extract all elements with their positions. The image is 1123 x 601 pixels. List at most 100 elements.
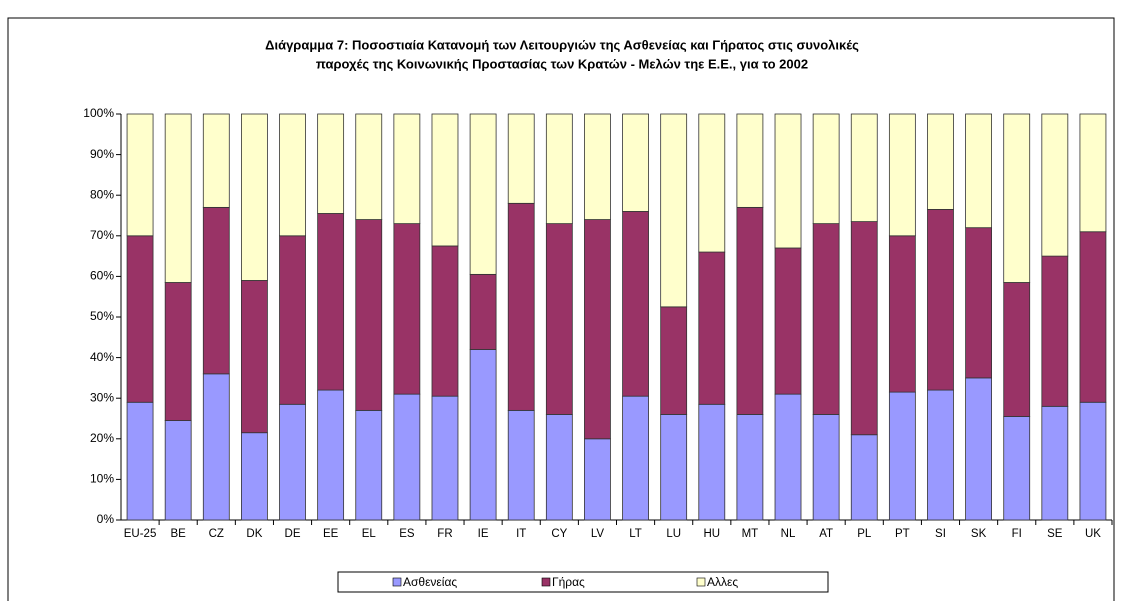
legend-box — [337, 571, 829, 593]
bar-segment — [545, 414, 573, 521]
bar-segment — [965, 377, 992, 521]
bar-segment — [736, 414, 764, 521]
x-tick-label: SK — [971, 528, 987, 540]
x-tick-label: MT — [742, 528, 759, 540]
x-tick-label: FR — [437, 528, 452, 540]
bar-segment — [317, 113, 345, 214]
bar-segment — [164, 113, 192, 283]
bar-segment — [965, 113, 992, 229]
bar-segment — [812, 414, 840, 521]
bar-segment — [698, 113, 726, 253]
bar-segment — [812, 223, 840, 415]
bar-segment — [1041, 255, 1069, 407]
bar-segment — [1041, 113, 1069, 257]
bar-segment — [622, 211, 649, 397]
bar-segment — [584, 113, 611, 220]
bar-segment — [622, 113, 649, 212]
x-tick-label: UK — [1085, 528, 1101, 540]
bar-segment — [927, 113, 954, 210]
x-tick-label: PL — [857, 528, 872, 540]
x-tick-label: SE — [1047, 528, 1063, 540]
x-tick-label: HU — [703, 528, 720, 540]
bar-segment — [736, 113, 764, 208]
bar-segment — [736, 206, 764, 415]
bar-segment — [584, 219, 611, 440]
bar-segment — [927, 209, 954, 391]
x-tick-label: CZ — [209, 528, 224, 540]
x-tick-label: EE — [323, 528, 339, 540]
y-tick-label: 20% — [90, 431, 114, 445]
y-tick-label: 30% — [90, 390, 114, 404]
bar-segment — [279, 403, 306, 521]
legend-label: Ασθενείας — [403, 575, 457, 589]
bar-segment — [355, 219, 383, 411]
y-tick-label: 80% — [90, 187, 114, 201]
x-tick-label: SI — [935, 528, 946, 540]
y-tick-label: 50% — [90, 309, 114, 323]
bar-segment — [1079, 231, 1107, 403]
bar-segment — [507, 113, 535, 204]
bar-segment — [126, 235, 154, 403]
bar-segment — [698, 251, 726, 405]
bar-segment — [241, 113, 268, 281]
bar-segment — [850, 113, 878, 222]
bar-segment — [698, 403, 726, 521]
bar-segment — [584, 438, 611, 521]
bar-segment — [774, 113, 802, 249]
bar-segment — [317, 213, 345, 391]
bar-segment — [431, 113, 459, 247]
y-tick-label: 100% — [83, 106, 114, 120]
bar-segment — [622, 395, 649, 521]
x-tick-label: EL — [362, 528, 377, 540]
x-tick-label: IE — [478, 528, 489, 540]
bar-segment — [126, 401, 154, 521]
bar-segment — [393, 113, 421, 225]
bar-segment — [202, 113, 230, 208]
bar-segment — [202, 373, 230, 521]
bar-segment — [469, 273, 497, 350]
bar-segment — [202, 206, 230, 375]
bar-segment — [507, 202, 535, 411]
bar-segment — [888, 235, 916, 393]
x-tick-label: AT — [819, 528, 833, 540]
legend-swatch — [392, 577, 402, 587]
legend-label: Αλλες — [707, 575, 738, 589]
bar-segment — [660, 414, 688, 521]
y-tick-label: 60% — [90, 269, 114, 283]
x-tick-label: ES — [399, 528, 415, 540]
bar-segment — [279, 113, 306, 237]
x-tick-label: LU — [666, 528, 681, 540]
x-tick-label: LV — [591, 528, 605, 540]
bar-segment — [545, 113, 573, 225]
bar-segment — [164, 420, 192, 521]
y-tick-label: 90% — [90, 147, 114, 161]
chart-title: παροχές της Κοινωνικής Προστασίας των Κρ… — [316, 56, 808, 71]
bar-segment — [1003, 113, 1031, 283]
x-tick-label: LT — [629, 528, 642, 540]
bar-segment — [507, 409, 535, 521]
bar-segment — [1079, 113, 1107, 233]
legend-label: Γήρας — [552, 575, 585, 589]
x-tick-label: FI — [1012, 528, 1022, 540]
bar-segment — [888, 113, 916, 237]
y-tick-label: 0% — [97, 512, 115, 526]
bar-segment — [545, 223, 573, 415]
bar-segment — [431, 395, 459, 521]
y-tick-label: 70% — [90, 228, 114, 242]
x-tick-label: IT — [516, 528, 526, 540]
x-tick-label: EU-25 — [124, 528, 157, 540]
x-tick-label: CY — [551, 528, 567, 540]
bar-segment — [927, 389, 954, 521]
bar-segment — [355, 409, 383, 521]
bar-segment — [850, 221, 878, 436]
bar-segment — [126, 113, 154, 237]
bar-segment — [888, 391, 916, 521]
bar-segment — [1003, 416, 1031, 521]
bar-segment — [431, 245, 459, 397]
x-tick-label: DK — [246, 528, 262, 540]
x-tick-label: DE — [285, 528, 301, 540]
bar-segment — [660, 306, 688, 415]
bar-segment — [1041, 405, 1069, 521]
bar-segment — [355, 113, 383, 220]
